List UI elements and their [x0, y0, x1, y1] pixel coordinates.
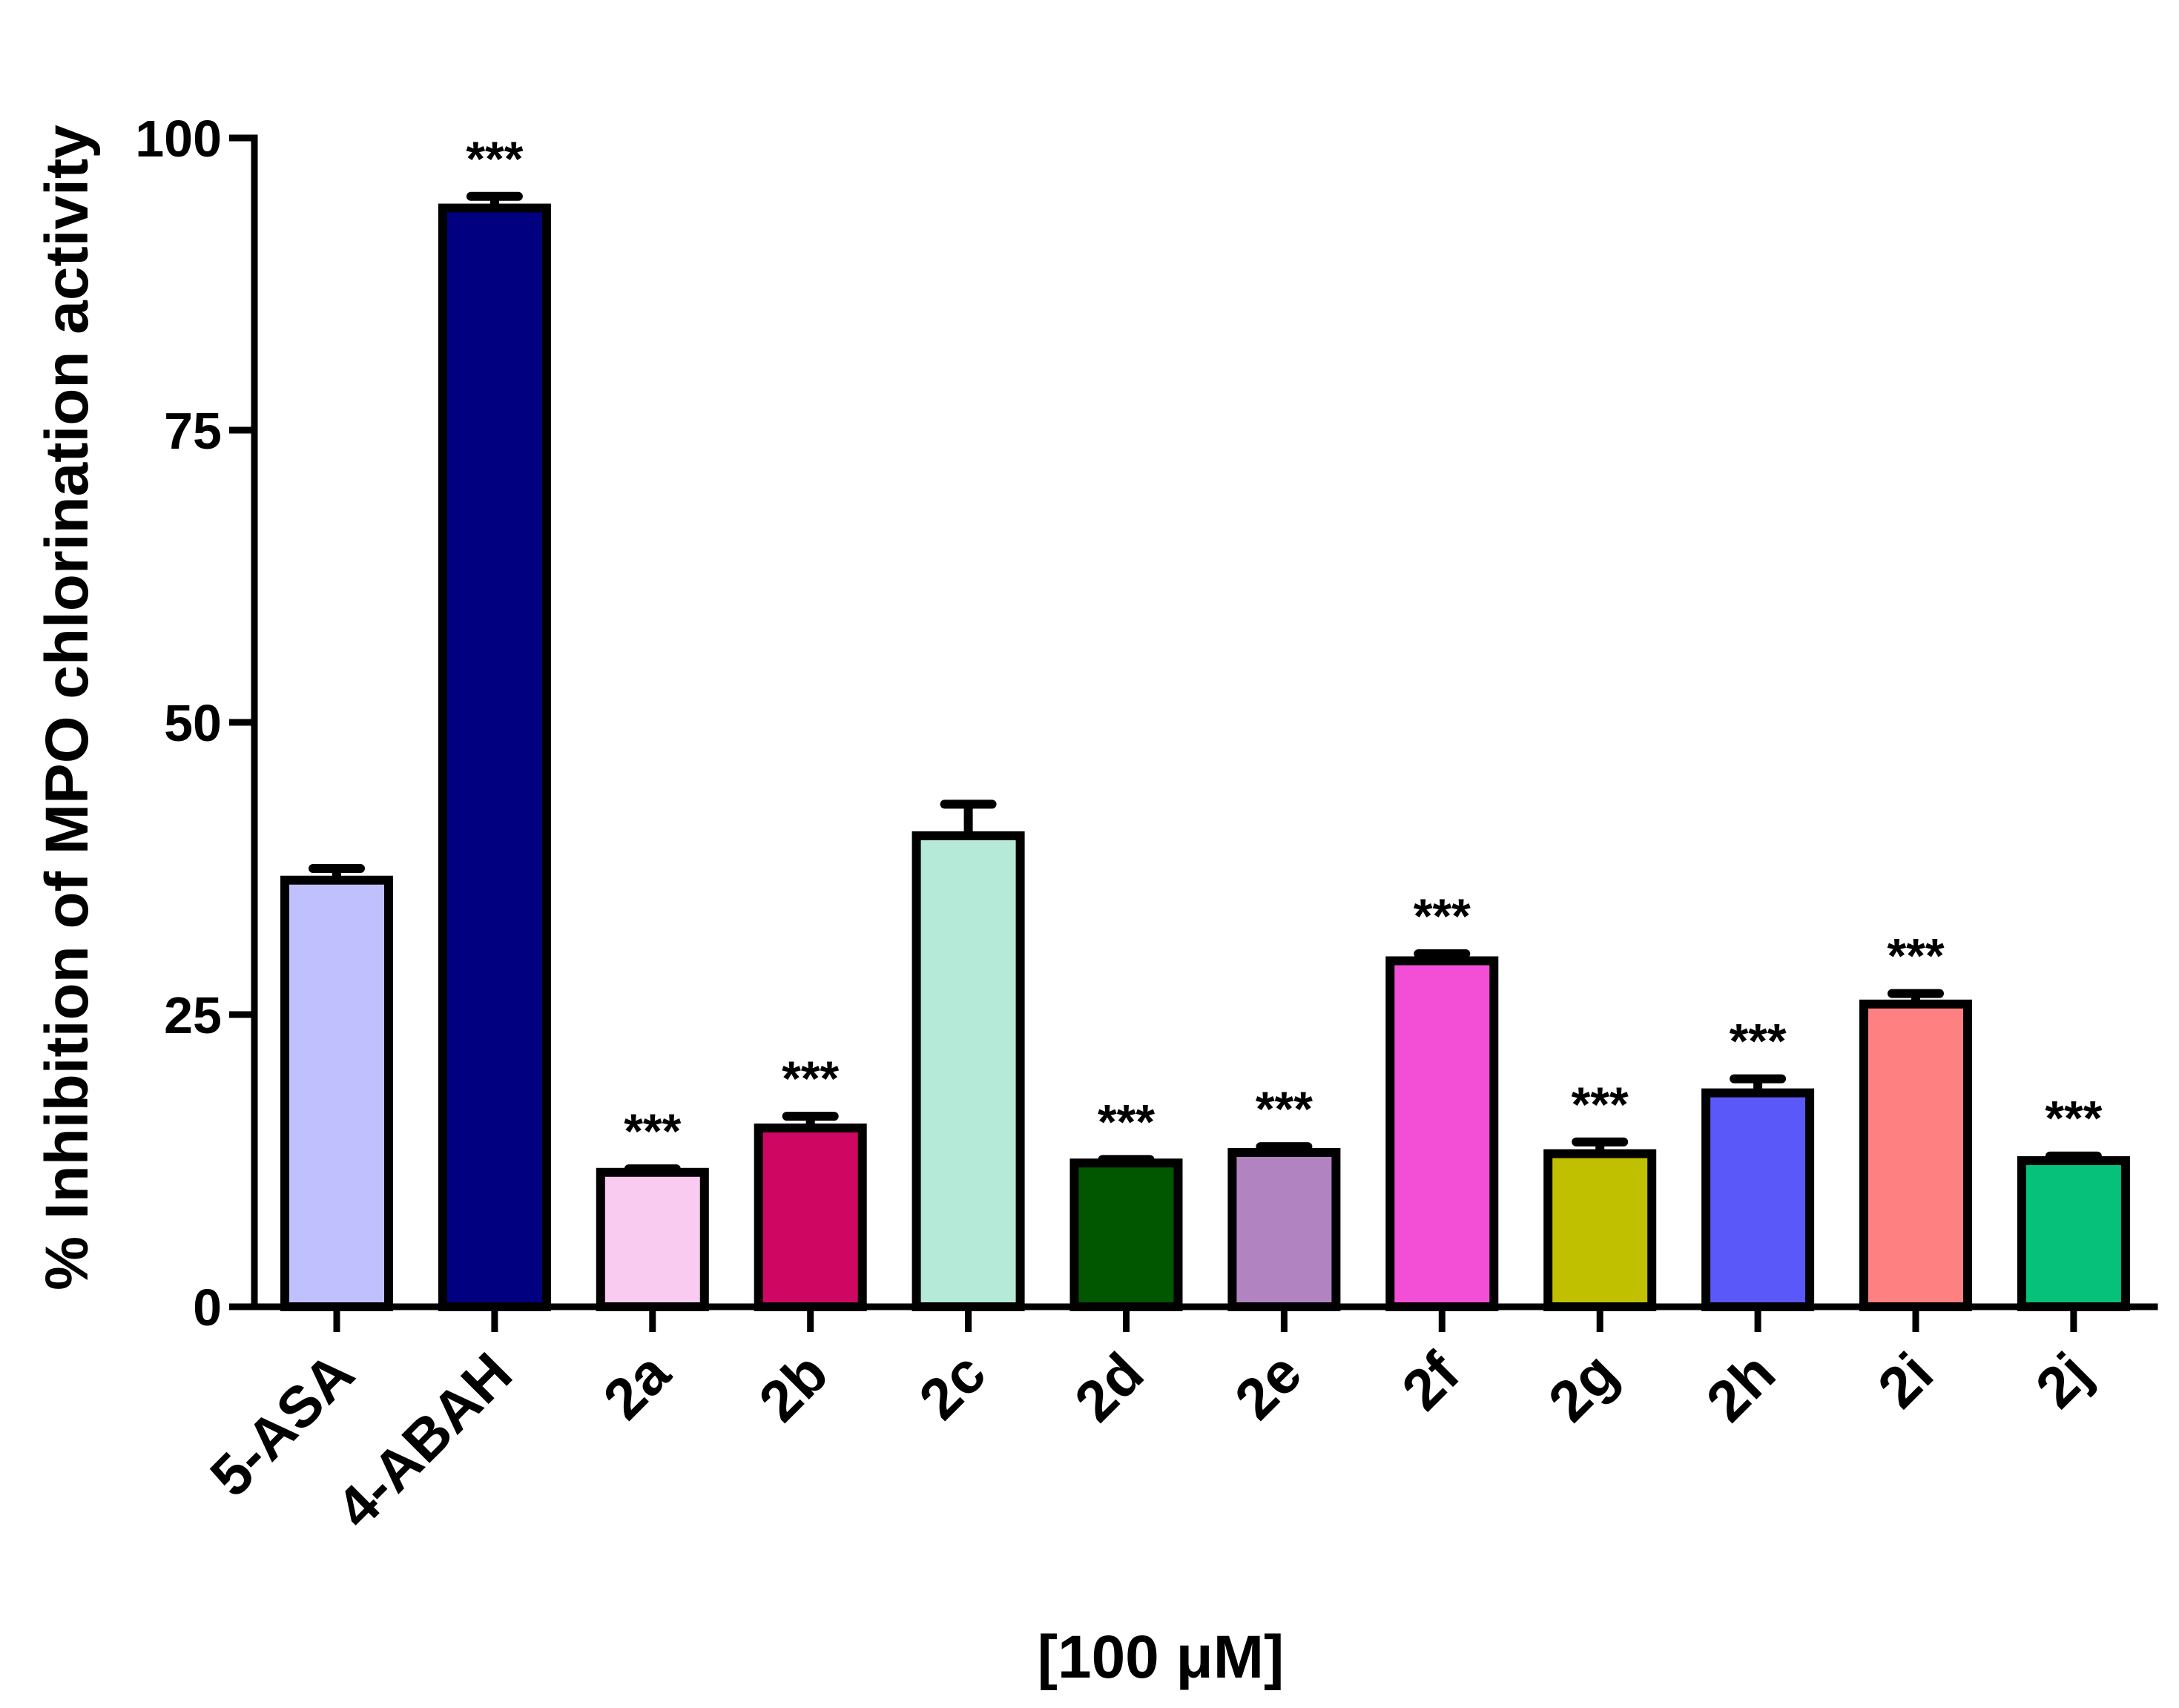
error-bar: [1414, 949, 1471, 961]
x-tick-label: 2c: [906, 1340, 998, 1432]
bar: [912, 831, 1025, 1311]
error-bar: [1888, 989, 1944, 1004]
y-axis-title: % Inhibition of MPO chlorination activit…: [33, 125, 101, 1290]
error-bar: [309, 864, 365, 880]
significance-layer: *** *** *** *** *** *** *** *** *** ***: [466, 131, 2102, 1158]
bar: [754, 1123, 867, 1311]
error-bar: [1098, 1155, 1155, 1164]
bar: [2017, 1156, 2130, 1311]
bar: [1859, 999, 1972, 1312]
y-ticks: 0 25 50 75 100: [135, 110, 254, 1336]
bar: [596, 1167, 709, 1312]
significance-label: ***: [1098, 1094, 1155, 1149]
y-tick-label: 0: [193, 1279, 222, 1336]
error-bar: [1256, 1142, 1313, 1153]
significance-label: ***: [2045, 1091, 2102, 1146]
y-tick-label: 75: [164, 402, 222, 460]
significance-label: ***: [1414, 888, 1471, 943]
error-bar: [1730, 1074, 1787, 1093]
x-tick-label: 2e: [1222, 1340, 1314, 1432]
x-axis-title: [100 μM]: [1038, 1623, 1285, 1691]
significance-label: ***: [782, 1051, 839, 1106]
x-tick-label: 2b: [746, 1340, 840, 1434]
significance-label: ***: [624, 1104, 681, 1158]
significance-label: ***: [466, 131, 523, 186]
error-bar: [782, 1112, 839, 1128]
significance-label: ***: [1572, 1077, 1629, 1132]
bar: [1069, 1158, 1183, 1311]
x-tick-label: 2a: [590, 1339, 682, 1431]
x-tick-label: 2h: [1694, 1340, 1788, 1434]
bar: [1385, 956, 1499, 1312]
x-tick-label: 2d: [1062, 1340, 1156, 1434]
bar: [438, 203, 551, 1311]
error-bar: [624, 1164, 681, 1174]
bar: [1543, 1149, 1657, 1311]
x-tick-label: 2j: [2023, 1340, 2103, 1420]
x-tick-label: 2i: [1865, 1340, 1945, 1420]
y-tick-label: 50: [164, 694, 222, 752]
error-bar: [2045, 1151, 2102, 1161]
error-bar: [940, 799, 997, 836]
significance-label: ***: [1730, 1014, 1787, 1069]
error-bar: [466, 191, 523, 208]
x-tick-label: 2f: [1389, 1339, 1472, 1422]
error-bars-layer: [309, 191, 2102, 1174]
y-tick-label: 25: [164, 986, 222, 1044]
bar: [280, 875, 393, 1311]
significance-label: ***: [1887, 929, 1944, 983]
error-bar: [1572, 1137, 1629, 1154]
y-tick-label: 100: [135, 110, 222, 168]
x-tick-label: 2g: [1536, 1340, 1630, 1434]
bar: [1227, 1147, 1341, 1312]
x-tick-label: 4-ABAH: [323, 1340, 524, 1541]
bar: [1701, 1088, 1815, 1312]
bars-layer: [280, 203, 2130, 1312]
significance-label: ***: [1256, 1081, 1313, 1136]
